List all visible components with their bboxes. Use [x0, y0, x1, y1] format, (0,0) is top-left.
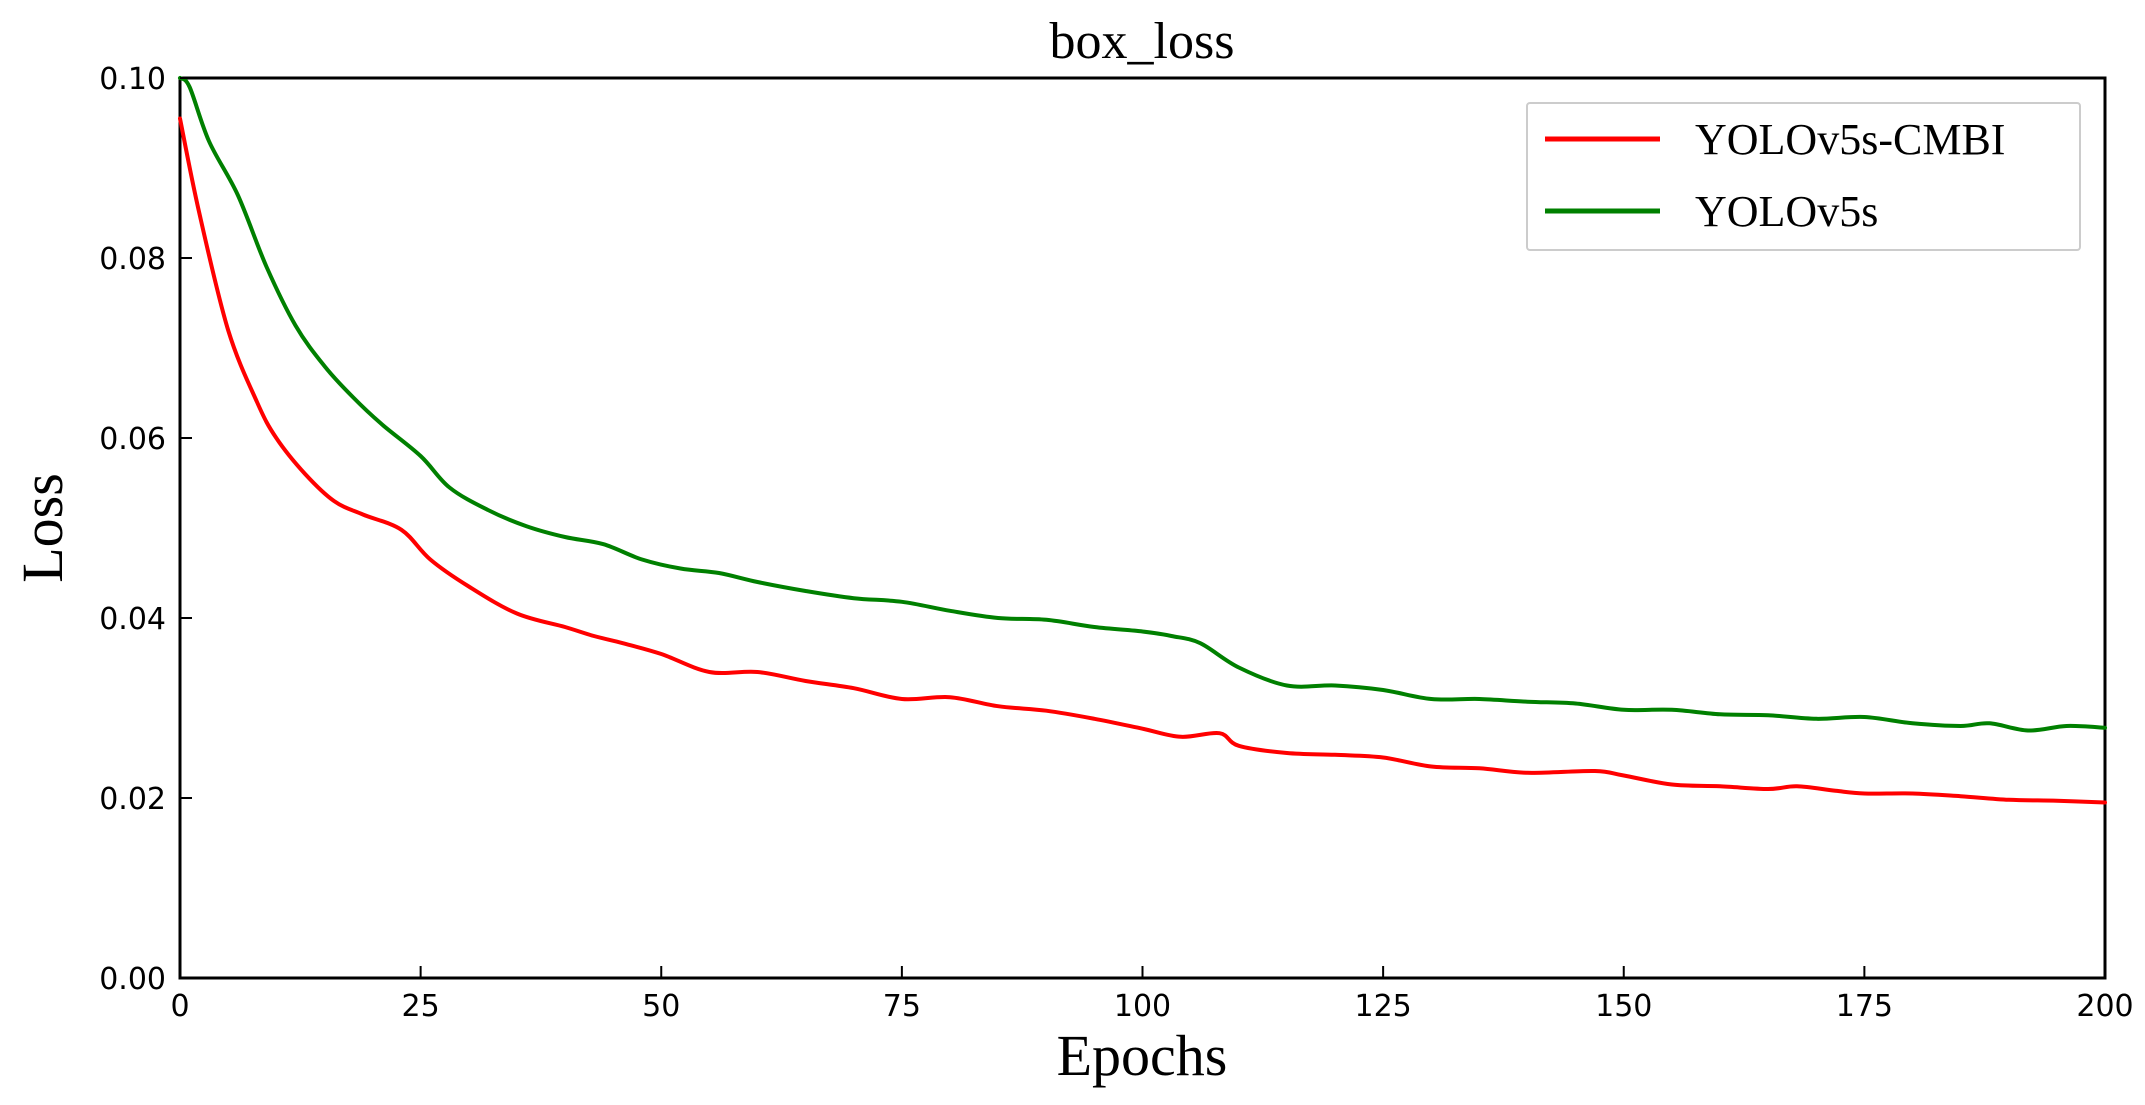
y-axis-ticks: 0.00 0.02 0.04 0.06 0.08 0.10 [99, 62, 192, 997]
y-tick-label: 0.08 [99, 242, 166, 277]
x-axis-label: Epochs [1057, 1023, 1228, 1088]
y-tick-label: 0.06 [99, 422, 166, 457]
x-axis-ticks: 0 25 50 75 100 125 150 175 200 [170, 966, 2134, 1024]
x-tick-label: 125 [1354, 989, 1411, 1024]
x-tick-label: 75 [883, 989, 921, 1024]
legend-label-yolov5s-cmbi: YOLOv5s-CMBI [1695, 115, 2005, 164]
y-tick-label: 0.02 [99, 782, 166, 817]
y-axis-label: Loss [10, 473, 75, 583]
x-tick-label: 100 [1114, 989, 1171, 1024]
series-line-yolov5s [178, 76, 2107, 733]
x-tick-label: 200 [2076, 989, 2133, 1024]
x-tick-label: 175 [1836, 989, 1893, 1024]
legend-box [1526, 102, 2081, 251]
x-tick-label: 0 [170, 989, 189, 1024]
x-tick-label: 25 [402, 989, 440, 1024]
legend: YOLOv5s-CMBI YOLOv5s [1526, 102, 2081, 251]
x-tick-label: 50 [642, 989, 680, 1024]
legend-label-yolov5s: YOLOv5s [1695, 187, 1878, 236]
chart-title: box_loss [1050, 13, 1235, 70]
series-line-yolov5s-cmbi [178, 116, 2107, 805]
y-tick-label: 0.10 [99, 62, 166, 97]
x-tick-label: 150 [1595, 989, 1652, 1024]
y-tick-label: 0.00 [99, 962, 166, 997]
y-tick-label: 0.04 [99, 602, 166, 637]
series-layer [178, 76, 2107, 805]
